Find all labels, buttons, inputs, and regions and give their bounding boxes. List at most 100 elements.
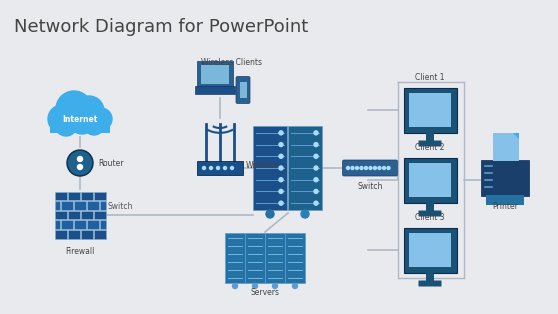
Text: Client 1: Client 1 — [415, 73, 445, 82]
Circle shape — [347, 166, 349, 170]
Circle shape — [314, 143, 318, 147]
Polygon shape — [513, 133, 519, 139]
FancyBboxPatch shape — [285, 233, 305, 283]
FancyBboxPatch shape — [55, 201, 60, 210]
Circle shape — [301, 210, 309, 218]
FancyBboxPatch shape — [409, 93, 451, 127]
Circle shape — [266, 210, 274, 218]
FancyBboxPatch shape — [343, 160, 397, 176]
Circle shape — [360, 166, 363, 170]
FancyBboxPatch shape — [94, 230, 105, 239]
FancyBboxPatch shape — [87, 220, 99, 229]
Text: Switch: Switch — [108, 202, 133, 211]
Circle shape — [209, 166, 213, 170]
Circle shape — [55, 114, 77, 136]
Text: Firewall: Firewall — [65, 247, 95, 256]
Circle shape — [56, 91, 92, 127]
FancyBboxPatch shape — [74, 201, 86, 210]
Circle shape — [279, 189, 283, 193]
FancyBboxPatch shape — [481, 160, 529, 196]
Circle shape — [279, 178, 283, 182]
Text: Printer: Printer — [492, 202, 518, 211]
FancyBboxPatch shape — [225, 233, 245, 283]
FancyBboxPatch shape — [61, 201, 73, 210]
Circle shape — [355, 166, 358, 170]
FancyBboxPatch shape — [80, 192, 93, 200]
Text: Router: Router — [98, 159, 123, 167]
Circle shape — [351, 166, 354, 170]
FancyBboxPatch shape — [403, 158, 456, 203]
FancyBboxPatch shape — [55, 211, 66, 219]
Circle shape — [279, 143, 283, 147]
FancyBboxPatch shape — [68, 211, 79, 219]
FancyBboxPatch shape — [288, 126, 322, 210]
Text: Wireless: Wireless — [246, 161, 278, 171]
Circle shape — [217, 166, 219, 170]
FancyBboxPatch shape — [80, 211, 93, 219]
FancyBboxPatch shape — [195, 86, 235, 94]
FancyBboxPatch shape — [418, 280, 441, 286]
FancyBboxPatch shape — [426, 271, 434, 281]
FancyBboxPatch shape — [197, 161, 243, 175]
Circle shape — [373, 166, 377, 170]
Circle shape — [378, 166, 381, 170]
FancyBboxPatch shape — [55, 192, 66, 200]
Text: Switch: Switch — [357, 182, 383, 191]
FancyBboxPatch shape — [403, 88, 456, 133]
Circle shape — [78, 165, 83, 170]
Text: Internet: Internet — [62, 115, 98, 123]
Polygon shape — [493, 133, 519, 161]
Circle shape — [279, 154, 283, 158]
Circle shape — [314, 178, 318, 182]
Circle shape — [279, 131, 283, 135]
FancyBboxPatch shape — [80, 230, 93, 239]
Circle shape — [382, 166, 386, 170]
Circle shape — [69, 108, 95, 134]
Circle shape — [224, 166, 227, 170]
FancyBboxPatch shape — [50, 119, 110, 133]
Circle shape — [48, 105, 76, 133]
Text: Wireless Clients: Wireless Clients — [201, 58, 262, 67]
FancyBboxPatch shape — [265, 233, 285, 283]
Circle shape — [279, 166, 283, 170]
FancyBboxPatch shape — [55, 230, 66, 239]
FancyBboxPatch shape — [409, 233, 451, 267]
Circle shape — [387, 166, 390, 170]
FancyBboxPatch shape — [94, 192, 105, 200]
Circle shape — [292, 284, 297, 289]
Circle shape — [74, 96, 104, 126]
Circle shape — [314, 131, 318, 135]
FancyBboxPatch shape — [253, 126, 287, 210]
Circle shape — [90, 108, 112, 130]
FancyBboxPatch shape — [55, 220, 60, 229]
FancyBboxPatch shape — [418, 140, 441, 147]
FancyBboxPatch shape — [100, 220, 105, 229]
FancyBboxPatch shape — [68, 230, 79, 239]
Circle shape — [279, 201, 283, 205]
Circle shape — [230, 166, 233, 170]
FancyBboxPatch shape — [486, 195, 524, 205]
Circle shape — [369, 166, 372, 170]
FancyBboxPatch shape — [197, 61, 233, 87]
Circle shape — [364, 166, 368, 170]
FancyBboxPatch shape — [239, 82, 247, 98]
Circle shape — [272, 284, 277, 289]
Circle shape — [78, 156, 83, 161]
FancyBboxPatch shape — [418, 210, 441, 216]
Text: Network Diagram for PowerPoint: Network Diagram for PowerPoint — [14, 18, 308, 36]
FancyBboxPatch shape — [68, 192, 79, 200]
FancyBboxPatch shape — [100, 201, 105, 210]
FancyBboxPatch shape — [426, 131, 434, 141]
Text: Client 3: Client 3 — [415, 213, 445, 222]
FancyBboxPatch shape — [409, 163, 451, 197]
Circle shape — [314, 189, 318, 193]
FancyBboxPatch shape — [245, 233, 265, 283]
Circle shape — [253, 284, 257, 289]
FancyBboxPatch shape — [426, 201, 434, 211]
FancyBboxPatch shape — [236, 77, 250, 104]
Circle shape — [84, 115, 104, 135]
Text: Servers: Servers — [251, 288, 280, 297]
FancyBboxPatch shape — [74, 220, 86, 229]
Circle shape — [314, 154, 318, 158]
Circle shape — [233, 284, 238, 289]
